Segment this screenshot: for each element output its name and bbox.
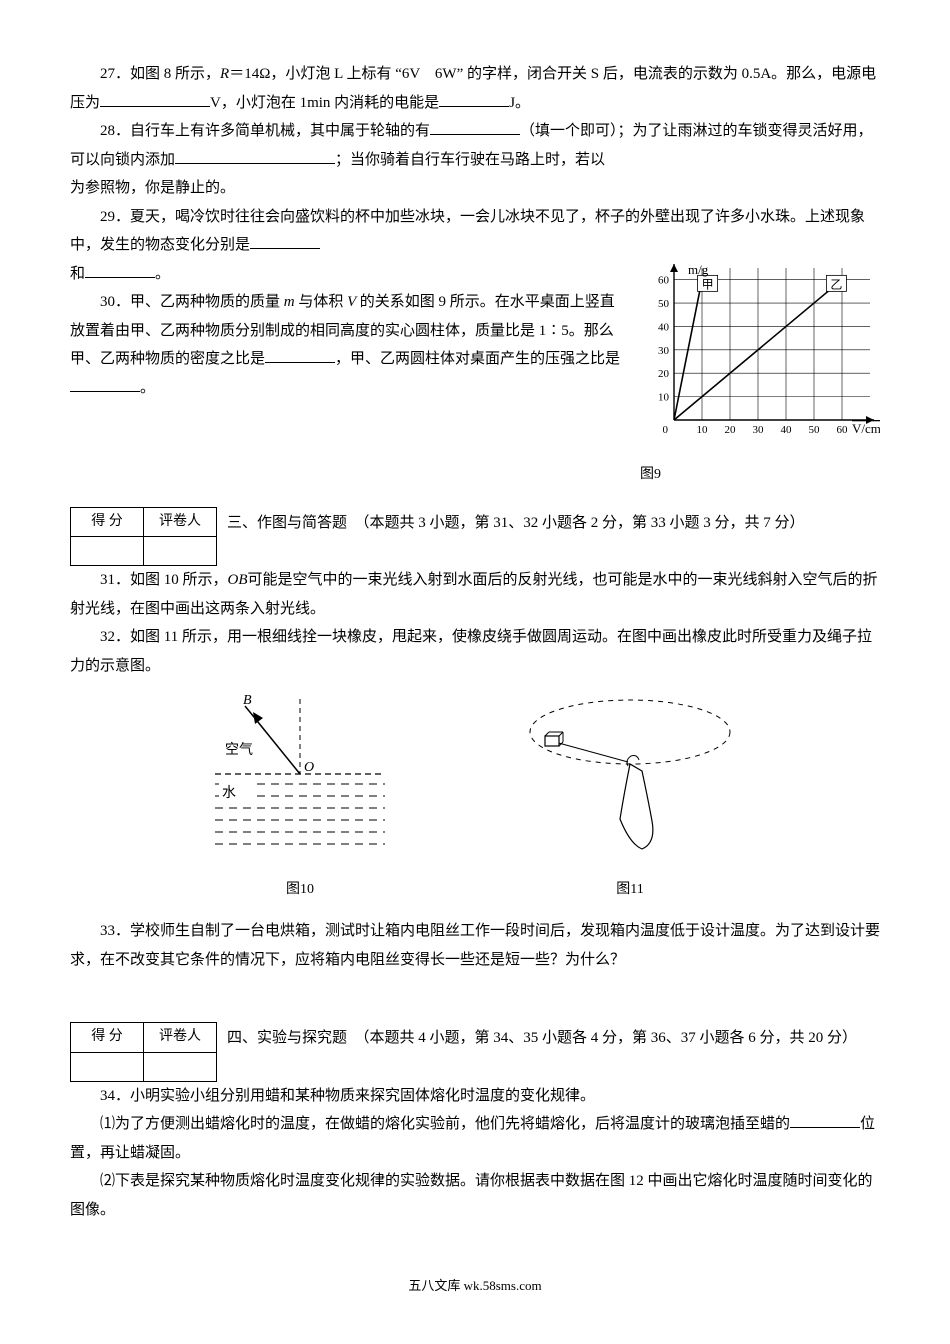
q30-a: 30．甲、乙两种物质的质量 — [100, 294, 280, 310]
fig9-svg: 10 20 30 40 50 60 10 20 30 40 50 60 0 甲 乙 m/g V/cm³ — [640, 260, 880, 450]
fig10-svg: B O 空气水 — [205, 694, 395, 864]
fig10-caption: 图10 — [205, 877, 395, 904]
svg-text:乙: 乙 — [830, 277, 842, 291]
fig9-caption: 图9 — [640, 462, 880, 489]
q30-wrap: 10 20 30 40 50 60 10 20 30 40 50 60 0 甲 乙 m/g V/cm³ 图9 和… — [70, 260, 880, 489]
q29-a: 29．夏天，喝冷饮时往往会向盛饮料的杯中加些冰块，一会儿冰块不见了，杯子的外壁出… — [70, 209, 865, 254]
q29-period: 。 — [155, 266, 170, 282]
svg-text:40: 40 — [658, 321, 670, 333]
svg-text:10: 10 — [697, 424, 709, 436]
q29-blank1[interactable] — [250, 233, 320, 249]
svg-text:10: 10 — [658, 391, 670, 403]
q31-a: 31．如图 10 所示， — [100, 572, 228, 588]
score-c1[interactable] — [71, 537, 144, 566]
score-h2: 评卷人 — [144, 507, 217, 537]
score4-h1: 得 分 — [71, 1023, 144, 1053]
fig11-box: 图11 — [515, 694, 745, 903]
q27-R: R — [220, 66, 229, 82]
q34: 34．小明实验小组分别用蜡和某种物质来探究固体熔化时温度的变化规律。 — [70, 1082, 880, 1111]
section3-row: 得 分评卷人 三、作图与简答题 （本题共 3 小题，第 31、32 小题各 2 … — [70, 507, 880, 567]
q27: 27．如图 8 所示，R＝14Ω，小灯泡 L 上标有 “6V 6W” 的字样，闭… — [70, 60, 880, 117]
svg-text:20: 20 — [658, 368, 670, 380]
svg-text:60: 60 — [658, 274, 670, 286]
q27-u2: J。 — [509, 95, 530, 111]
q34-p1: ⑴为了方便测出蜡熔化时的温度，在做蜡的熔化实验前，他们先将蜡熔化，后将温度计的玻… — [70, 1110, 880, 1167]
svg-text:50: 50 — [809, 424, 821, 436]
q28-blank2[interactable] — [175, 148, 335, 164]
score4-c1[interactable] — [71, 1052, 144, 1081]
svg-text:水: 水 — [222, 785, 236, 801]
q30-b: 与体积 — [298, 294, 343, 310]
q29-blank2[interactable] — [85, 262, 155, 278]
score-h1: 得 分 — [71, 507, 144, 537]
section4-title: 四、实验与探究题 — [227, 1030, 347, 1046]
q31: 31．如图 10 所示，OB可能是空气中的一束光线入射到水面后的反射光线，也可能… — [70, 566, 880, 623]
score4-h2: 评卷人 — [144, 1023, 217, 1053]
svg-text:V/cm³: V/cm³ — [852, 421, 880, 436]
q34-blank1[interactable] — [790, 1112, 860, 1128]
fig11-svg — [515, 694, 745, 864]
q30-blank2[interactable] — [70, 376, 140, 392]
q27-u1: V，小灯泡在 1min 内消耗的电能是 — [210, 95, 439, 111]
q27-a: 27．如图 8 所示， — [100, 66, 220, 82]
section4-desc: （本题共 4 小题，第 34、35 小题各 4 分，第 36、37 小题各 6 … — [362, 1030, 857, 1046]
q28-d: 为参照物，你是静止的。 — [70, 180, 235, 196]
fig-row-10-11: B O 空气水 图10 图11 — [70, 694, 880, 903]
svg-text:B: B — [243, 694, 252, 708]
q29: 29．夏天，喝冷饮时往往会向盛饮料的杯中加些冰块，一会儿冰块不见了，杯子的外壁出… — [70, 203, 880, 260]
q30-d: ，甲、乙两圆柱体对桌面产生的压强之比是 — [335, 351, 620, 367]
q29-and: 和 — [70, 266, 85, 282]
q30-period: 。 — [140, 380, 155, 396]
section3-desc: （本题共 3 小题，第 31、32 小题各 2 分，第 33 小题 3 分，共 … — [362, 515, 805, 531]
q28-c: ；当你骑着自行车行驶在马路上时，若以 — [335, 152, 605, 168]
q34-text: 34．小明实验小组分别用蜡和某种物质来探究固体熔化时温度的变化规律。 — [100, 1088, 595, 1104]
fig9-chart: 10 20 30 40 50 60 10 20 30 40 50 60 0 甲 乙 m/g V/cm³ 图9 — [640, 260, 880, 489]
q31-OB: OB — [228, 572, 248, 588]
svg-text:0: 0 — [663, 424, 669, 436]
q27-blank2[interactable] — [439, 91, 509, 107]
fig10-box: B O 空气水 图10 — [205, 694, 395, 903]
page-footer: 五八文库 wk.58sms.com — [70, 1274, 880, 1299]
svg-text:O: O — [304, 760, 314, 775]
q27-blank1[interactable] — [100, 91, 210, 107]
q28-a: 28．自行车上有许多简单机械，其中属于轮轴的有 — [100, 123, 430, 139]
q32: 32．如图 11 所示，用一根细线拴一块橡皮，甩起来，使橡皮绕手做圆周运动。在图… — [70, 623, 880, 680]
fig11-caption: 图11 — [515, 877, 745, 904]
section4-row: 得 分评卷人 四、实验与探究题 （本题共 4 小题，第 34、35 小题各 4 … — [70, 1022, 880, 1082]
svg-text:m/g: m/g — [688, 262, 709, 277]
score-table-4: 得 分评卷人 — [70, 1022, 217, 1082]
q28-blank1[interactable] — [430, 119, 520, 135]
q28: 28．自行车上有许多简单机械，其中属于轮轴的有（填一个即可）；为了让雨淋过的车锁… — [70, 117, 880, 203]
score-c2[interactable] — [144, 537, 217, 566]
q34-p2: ⑵下表是探究某种物质熔化时温度变化规律的实验数据。请你根据表中数据在图 12 中… — [70, 1167, 880, 1224]
svg-text:50: 50 — [658, 298, 670, 310]
svg-text:30: 30 — [753, 424, 765, 436]
q30-blank1[interactable] — [265, 347, 335, 363]
section3-title: 三、作图与简答题 — [227, 515, 347, 531]
svg-text:20: 20 — [725, 424, 737, 436]
svg-text:空气: 空气 — [225, 742, 253, 758]
svg-text:30: 30 — [658, 344, 670, 356]
q30-m: m — [280, 294, 298, 310]
q34-p2-text: ⑵下表是探究某种物质熔化时温度变化规律的实验数据。请你根据表中数据在图 12 中… — [70, 1173, 873, 1218]
score4-c2[interactable] — [144, 1052, 217, 1081]
q34-p1a: ⑴为了方便测出蜡熔化时的温度，在做蜡的熔化实验前，他们先将蜡熔化，后将温度计的玻… — [100, 1116, 790, 1132]
svg-text:甲: 甲 — [702, 277, 714, 291]
svg-text:60: 60 — [837, 424, 849, 436]
q33-text: 33．学校师生自制了一台电烘箱，测试时让箱内电阻丝工作一段时间后，发现箱内温度低… — [70, 923, 880, 968]
q33: 33．学校师生自制了一台电烘箱，测试时让箱内电阻丝工作一段时间后，发现箱内温度低… — [70, 917, 880, 974]
score-table-3: 得 分评卷人 — [70, 507, 217, 567]
svg-text:40: 40 — [781, 424, 793, 436]
q30-v: V — [343, 294, 359, 310]
q32-text: 32．如图 11 所示，用一根细线拴一块橡皮，甩起来，使橡皮绕手做圆周运动。在图… — [70, 629, 872, 674]
